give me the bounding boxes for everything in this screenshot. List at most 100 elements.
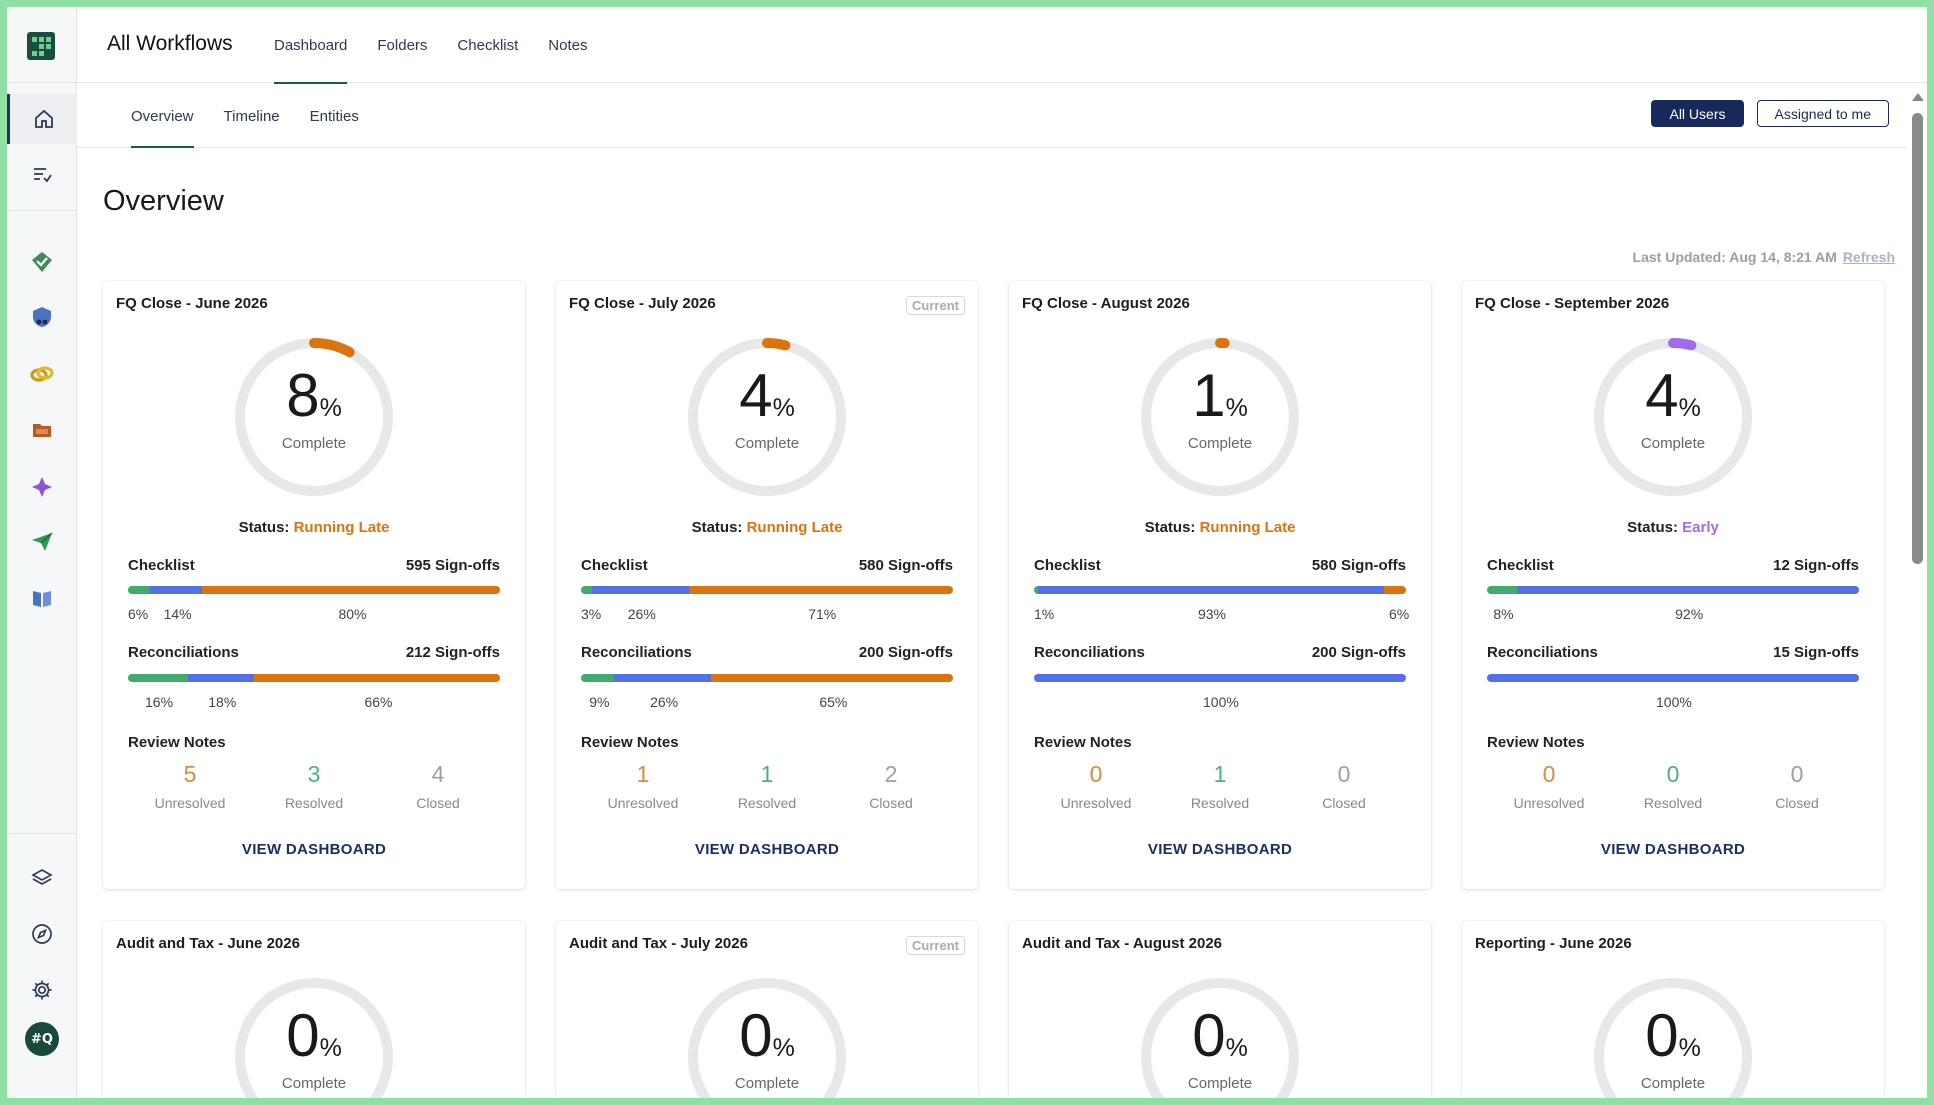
bar-segment [1037,586,1384,594]
status-prefix: Status: [691,519,743,536]
sidebar-divider [7,833,77,834]
sidebar-item-learning[interactable] [7,853,77,903]
notes-closed[interactable]: 4 Closed [376,759,500,811]
sidebar-item-explore[interactable] [7,909,77,959]
reconciliations-signoffs: 212 Sign-offs [405,644,500,661]
segment-percent: 65% [819,694,848,710]
layers-icon [31,869,53,885]
sidebar-item-insights[interactable] [7,462,77,512]
notes-resolved[interactable]: 3 Resolved [252,759,376,811]
notes-unresolved[interactable]: 0 Unresolved [1487,759,1611,811]
card-title: FQ Close - September 2026 [1475,295,1670,312]
percent-sign: % [1225,1034,1248,1062]
card-title: FQ Close - July 2026 [569,295,716,312]
segment-percent: 18% [208,694,237,710]
checklist-bar [1034,586,1406,594]
percent-complete: 0% [230,1006,398,1066]
sidebar-item-security[interactable] [7,292,77,342]
gauge-track [688,978,846,1098]
view-dashboard-link[interactable]: VIEW DASHBOARD [241,841,387,858]
view-dashboard-link[interactable]: VIEW DASHBOARD [1147,841,1293,858]
reconciliations-percent-labels: 100% [1487,694,1859,712]
card-title: Audit and Tax - August 2026 [1022,935,1223,952]
segment-percent: 71% [808,606,837,622]
reconciliations-percent-labels: 100% [1034,694,1406,712]
scrollbar[interactable] [1907,83,1927,1098]
view-dashboard-link[interactable]: VIEW DASHBOARD [694,841,840,858]
sidebar-item-send[interactable] [7,517,77,567]
percent-sign: % [772,1034,795,1062]
sidebar-item-library[interactable] [7,573,77,623]
status-line: Status: Running Late [556,519,978,536]
bar-segment [254,674,500,682]
tab-overview[interactable]: Overview [131,84,194,148]
complete-label: Complete [281,435,347,452]
notes-closed[interactable]: 0 Closed [1282,759,1406,811]
tab-timeline[interactable]: Timeline [223,107,280,125]
notes-closed[interactable]: 0 Closed [1735,759,1859,811]
notes-resolved-label: Resolved [284,795,344,811]
sidebar-item-checklist[interactable] [7,237,77,287]
gauge-ring [688,978,846,1098]
complete-label: Complete [734,435,800,452]
percent-value: 8 [286,362,320,429]
progress-gauge: 8% Complete [230,333,398,501]
scroll-up-arrow[interactable] [1912,93,1924,101]
percent-complete: 0% [1136,1006,1304,1066]
sidebar-item-tasks[interactable] [7,149,77,199]
top-bar: All Workflows Dashboard Folders Checklis… [77,7,1927,84]
all-users-button[interactable]: All Users [1651,100,1744,127]
notes-unresolved[interactable]: 5 Unresolved [128,759,252,811]
scroll-thumb[interactable] [1912,113,1923,564]
checklist-bar [128,586,500,594]
notes-unresolved[interactable]: 1 Unresolved [581,759,705,811]
tab-dashboard[interactable]: Dashboard [274,7,348,84]
progress-gauge: 4% Complete [1589,333,1757,501]
reconciliations-bar [1034,674,1406,682]
bar-segment [128,674,188,682]
sidebar-item-home[interactable] [7,94,77,144]
assigned-to-me-button[interactable]: Assigned to me [1756,100,1889,127]
notes-unresolved[interactable]: 0 Unresolved [1034,759,1158,811]
reconciliations-label: Reconciliations [581,644,692,661]
notes-resolved[interactable]: 1 Resolved [705,759,829,811]
task-list-icon [34,168,52,183]
status-value: Running Late [293,519,390,536]
shield-icon [33,307,51,327]
book-icon [33,591,51,607]
folder-icon [33,424,51,437]
notes-unresolved-count: 0 [1089,761,1103,787]
notes-unresolved-count: 5 [183,761,197,787]
gauge-ring [235,338,393,496]
notes-closed[interactable]: 2 Closed [829,759,953,811]
bar-segment [128,586,151,594]
compass-icon [32,924,52,944]
user-avatar[interactable]: #Q [25,1022,59,1056]
notes-resolved-count: 1 [760,761,774,787]
tab-notes[interactable]: Notes [548,36,588,54]
segment-percent: 16% [145,694,174,710]
tab-folders[interactable]: Folders [377,36,428,54]
bar-segment [581,674,615,682]
app-logo[interactable] [27,32,55,60]
complete-label: Complete [281,1075,347,1092]
notes-closed-label: Closed [1322,795,1366,811]
sidebar-item-folders[interactable] [7,405,77,455]
bar-segment [1034,586,1038,594]
notes-resolved-label: Resolved [737,795,797,811]
reconciliations-bar [1487,674,1859,682]
notes-resolved[interactable]: 0 Resolved [1611,759,1735,811]
bar-segment [1383,586,1406,594]
checklist-signoffs: 580 Sign-offs [858,557,953,574]
notes-closed-count: 4 [431,761,445,787]
notes-resolved[interactable]: 1 Resolved [1158,759,1282,811]
tab-entities[interactable]: Entities [309,107,359,125]
checklist-label: Checklist [1034,557,1101,574]
sidebar-item-links[interactable] [7,349,77,399]
view-dashboard-link[interactable]: VIEW DASHBOARD [1600,841,1746,858]
bar-segment [1034,674,1406,682]
card-title: FQ Close - June 2026 [116,295,268,312]
refresh-link[interactable]: Refresh [1842,249,1895,265]
sidebar-item-settings[interactable] [7,965,77,1015]
tab-checklist[interactable]: Checklist [457,36,519,54]
